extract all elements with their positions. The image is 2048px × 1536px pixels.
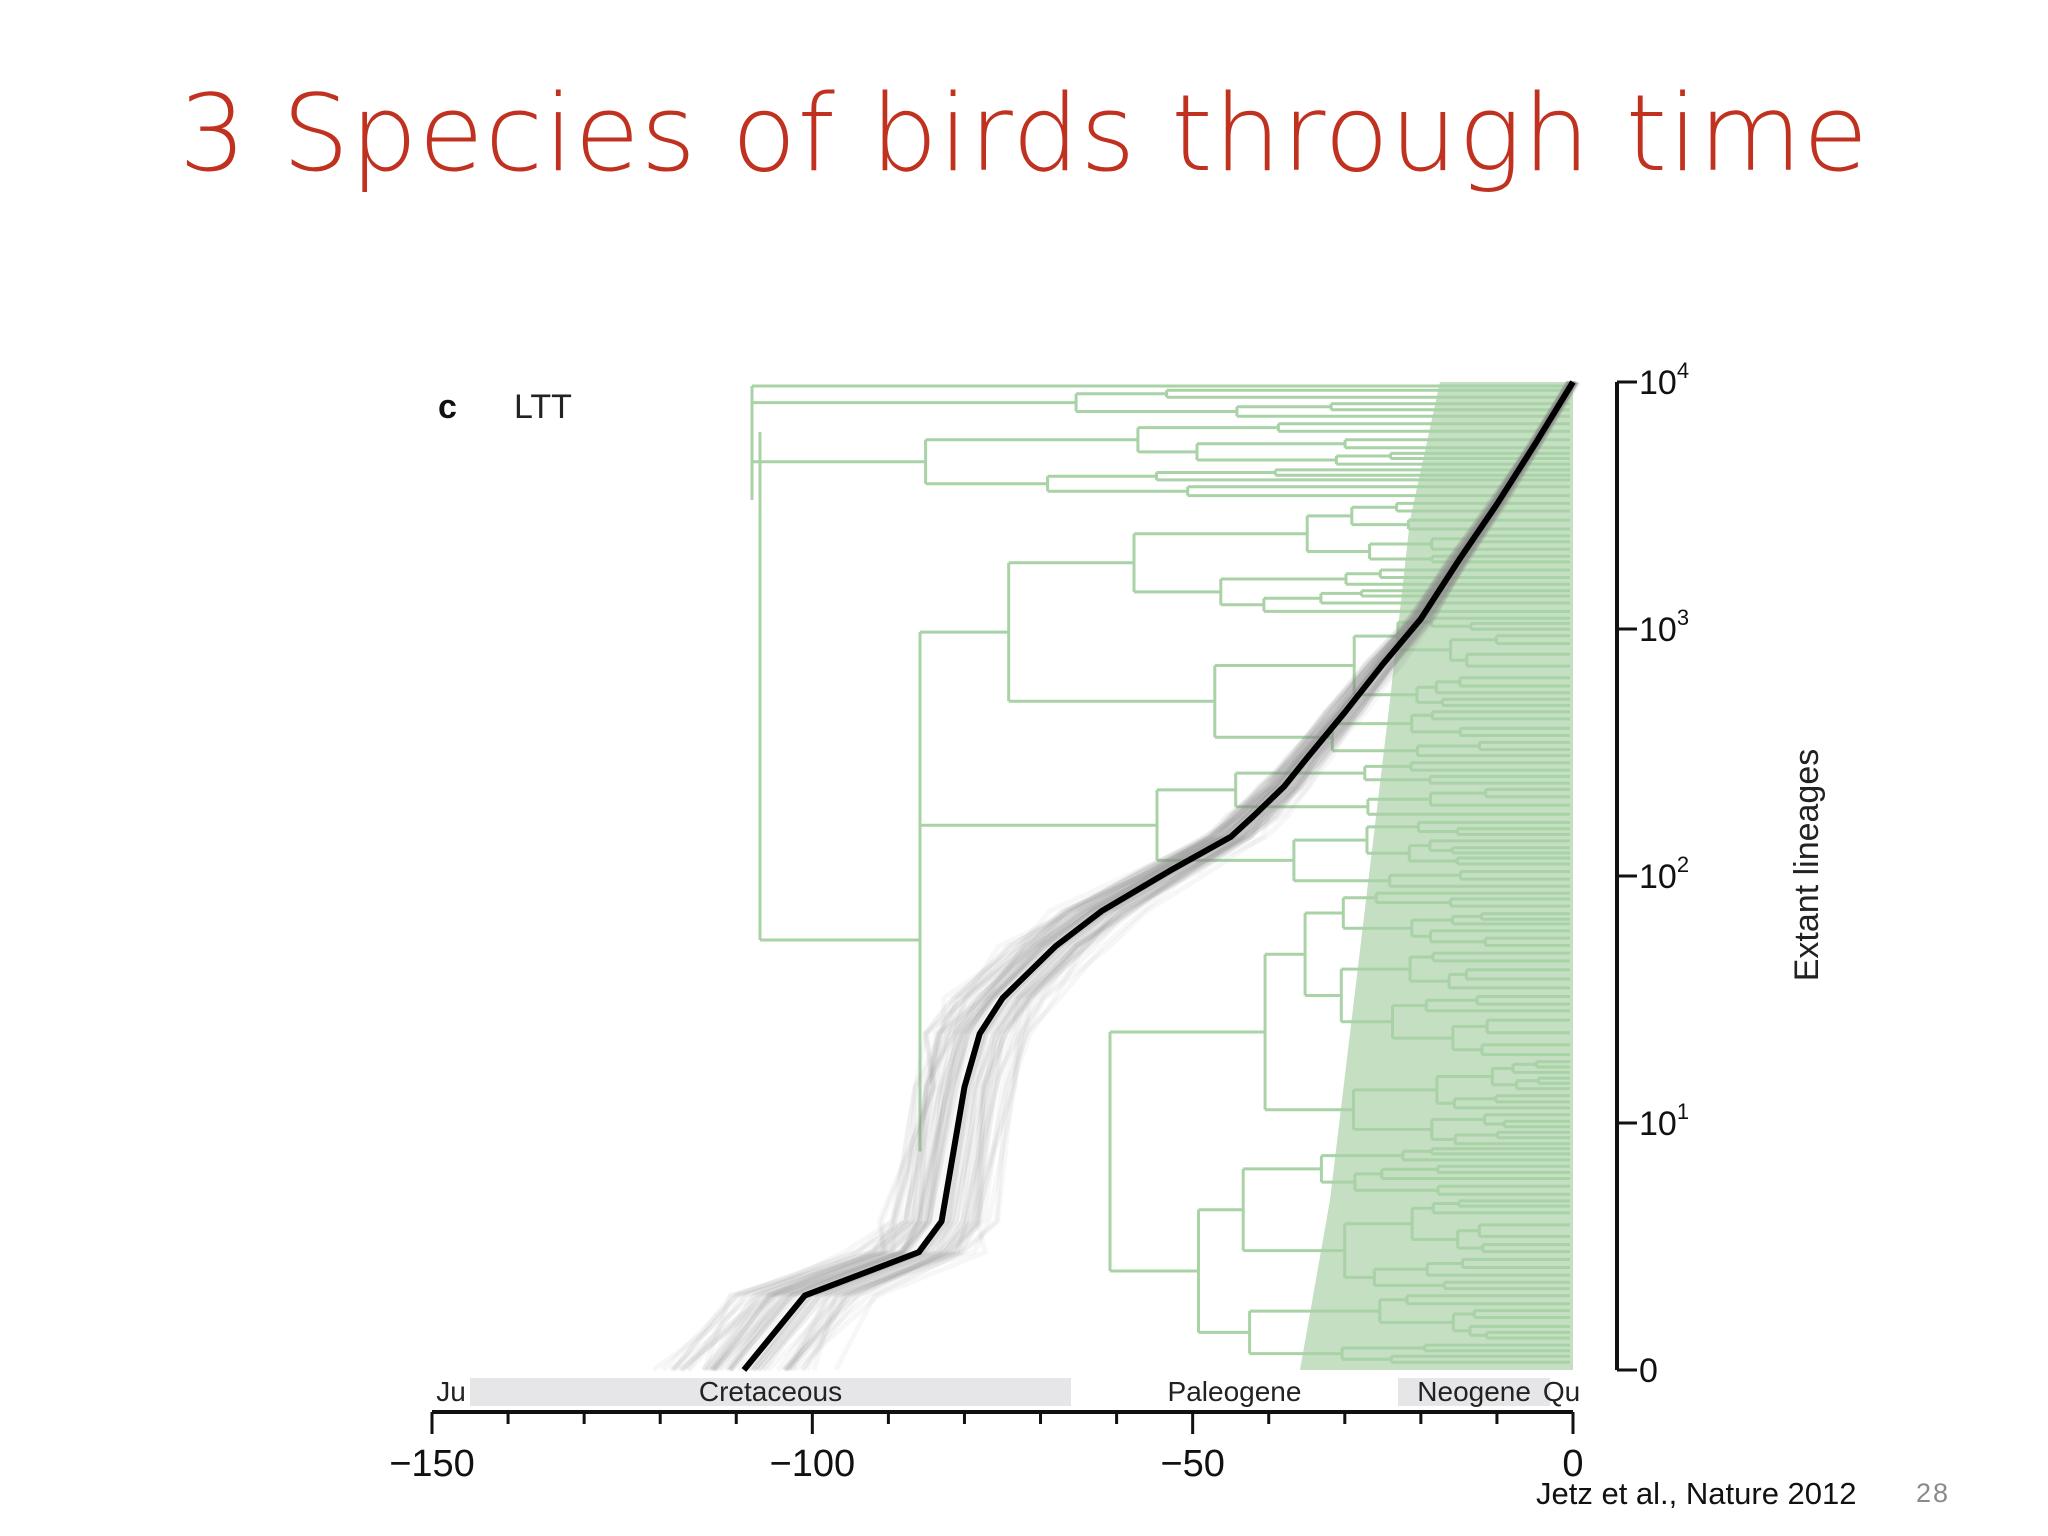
y-axis-label: Extant lineages bbox=[1788, 749, 1826, 982]
ltt-replicate-line bbox=[833, 380, 1581, 1372]
ltt-replicate-line bbox=[702, 380, 1572, 1372]
ltt-replicate-line bbox=[704, 380, 1574, 1372]
ltt-replicate-line bbox=[710, 380, 1573, 1372]
panel-title: LTT bbox=[514, 388, 572, 426]
ltt-replicate-line bbox=[804, 380, 1581, 1372]
y-tick-label: 103 bbox=[1639, 605, 1689, 649]
period-band bbox=[470, 1378, 1071, 1406]
ltt-replicate-line bbox=[785, 380, 1578, 1372]
ltt-replicate-line bbox=[672, 380, 1571, 1372]
ltt-replicate-line bbox=[668, 380, 1571, 1372]
ltt-replicate-line bbox=[781, 380, 1579, 1372]
x-tick-label: −50 bbox=[1160, 1443, 1224, 1485]
period-label: Cretaceous bbox=[699, 1376, 842, 1407]
citation: Jetz et al., Nature 2012 bbox=[1536, 1476, 1857, 1511]
ltt-replicate-line bbox=[686, 380, 1572, 1372]
y-tick-label: 102 bbox=[1639, 852, 1689, 896]
ltt-replicate-line bbox=[710, 380, 1572, 1372]
x-tick-label: 0 bbox=[1562, 1443, 1583, 1485]
x-tick-label: −150 bbox=[389, 1443, 475, 1485]
ltt-replicate-line bbox=[661, 380, 1573, 1372]
phylogeny-tree bbox=[750, 382, 1573, 1370]
x-tick-label: −100 bbox=[770, 1443, 856, 1485]
ltt-replicate-line bbox=[707, 380, 1573, 1372]
ltt-replicate-line bbox=[756, 380, 1577, 1372]
ltt-replicate-line bbox=[781, 380, 1579, 1372]
period-band bbox=[1398, 1378, 1551, 1406]
geologic-timescale: Ju Cretaceous Paleogene Neogene Qu bbox=[436, 1376, 1580, 1407]
period-label: Paleogene bbox=[1168, 1376, 1302, 1407]
ltt-replicate-line bbox=[712, 380, 1573, 1372]
ltt-replicate-line bbox=[786, 380, 1579, 1372]
y-tick-label: 101 bbox=[1639, 1099, 1689, 1143]
period-label: Ju bbox=[436, 1376, 466, 1407]
ltt-replicate-line bbox=[700, 380, 1572, 1372]
period-label: Qu bbox=[1543, 1376, 1580, 1407]
ltt-replicate-line bbox=[789, 380, 1577, 1372]
ltt-replicate-line bbox=[788, 380, 1579, 1372]
y-axis: 0 101 102 103 104 bbox=[1615, 358, 1689, 1390]
ltt-replicate-line bbox=[704, 380, 1574, 1372]
ltt-replicate-line bbox=[685, 380, 1571, 1372]
period-label: Neogene bbox=[1417, 1376, 1531, 1407]
ltt-replicate-line bbox=[652, 380, 1570, 1373]
ltt-replicate-line bbox=[702, 380, 1573, 1371]
ltt-replicate-line bbox=[679, 380, 1571, 1372]
y-tick-label: 104 bbox=[1639, 358, 1689, 402]
ltt-replicate-line bbox=[670, 380, 1572, 1372]
ltt-replicate-line bbox=[800, 380, 1578, 1372]
ltt-line-group bbox=[741, 380, 1576, 1372]
ltt-replicate-line bbox=[784, 380, 1578, 1372]
ltt-line bbox=[741, 380, 1576, 1372]
y-tick-label: 0 bbox=[1639, 1352, 1658, 1390]
ltt-replicate-line bbox=[671, 380, 1572, 1372]
ltt-replicate-line bbox=[786, 380, 1578, 1372]
ltt-replicate-line bbox=[766, 380, 1578, 1372]
ltt-replicate-line bbox=[783, 380, 1579, 1372]
ltt-replicate-line bbox=[811, 380, 1578, 1371]
ltt-replicate-line bbox=[782, 380, 1579, 1372]
ltt-replicate-line bbox=[716, 380, 1574, 1372]
ltt-replicate-line bbox=[708, 380, 1574, 1372]
ltt-replicate-line bbox=[681, 380, 1571, 1372]
ltt-replicate-line bbox=[677, 380, 1573, 1372]
ltt-replicate-line bbox=[775, 380, 1579, 1372]
panel-label: c bbox=[438, 388, 457, 426]
slide-number: 28 bbox=[1916, 1478, 1951, 1508]
x-axis: −150 −100 −50 0 bbox=[389, 1410, 1584, 1485]
ltt-replicate-line bbox=[679, 380, 1572, 1372]
ltt-replicate-line bbox=[709, 380, 1575, 1372]
ltt-replicate-line bbox=[800, 380, 1579, 1372]
ltt-replicate-line bbox=[712, 380, 1573, 1372]
slide-title: 3 Species of birds through time bbox=[178, 72, 1870, 195]
tree-branches bbox=[750, 384, 1570, 1364]
ltt-replicate-line bbox=[793, 380, 1580, 1372]
ltt-replicate-line bbox=[784, 380, 1579, 1372]
